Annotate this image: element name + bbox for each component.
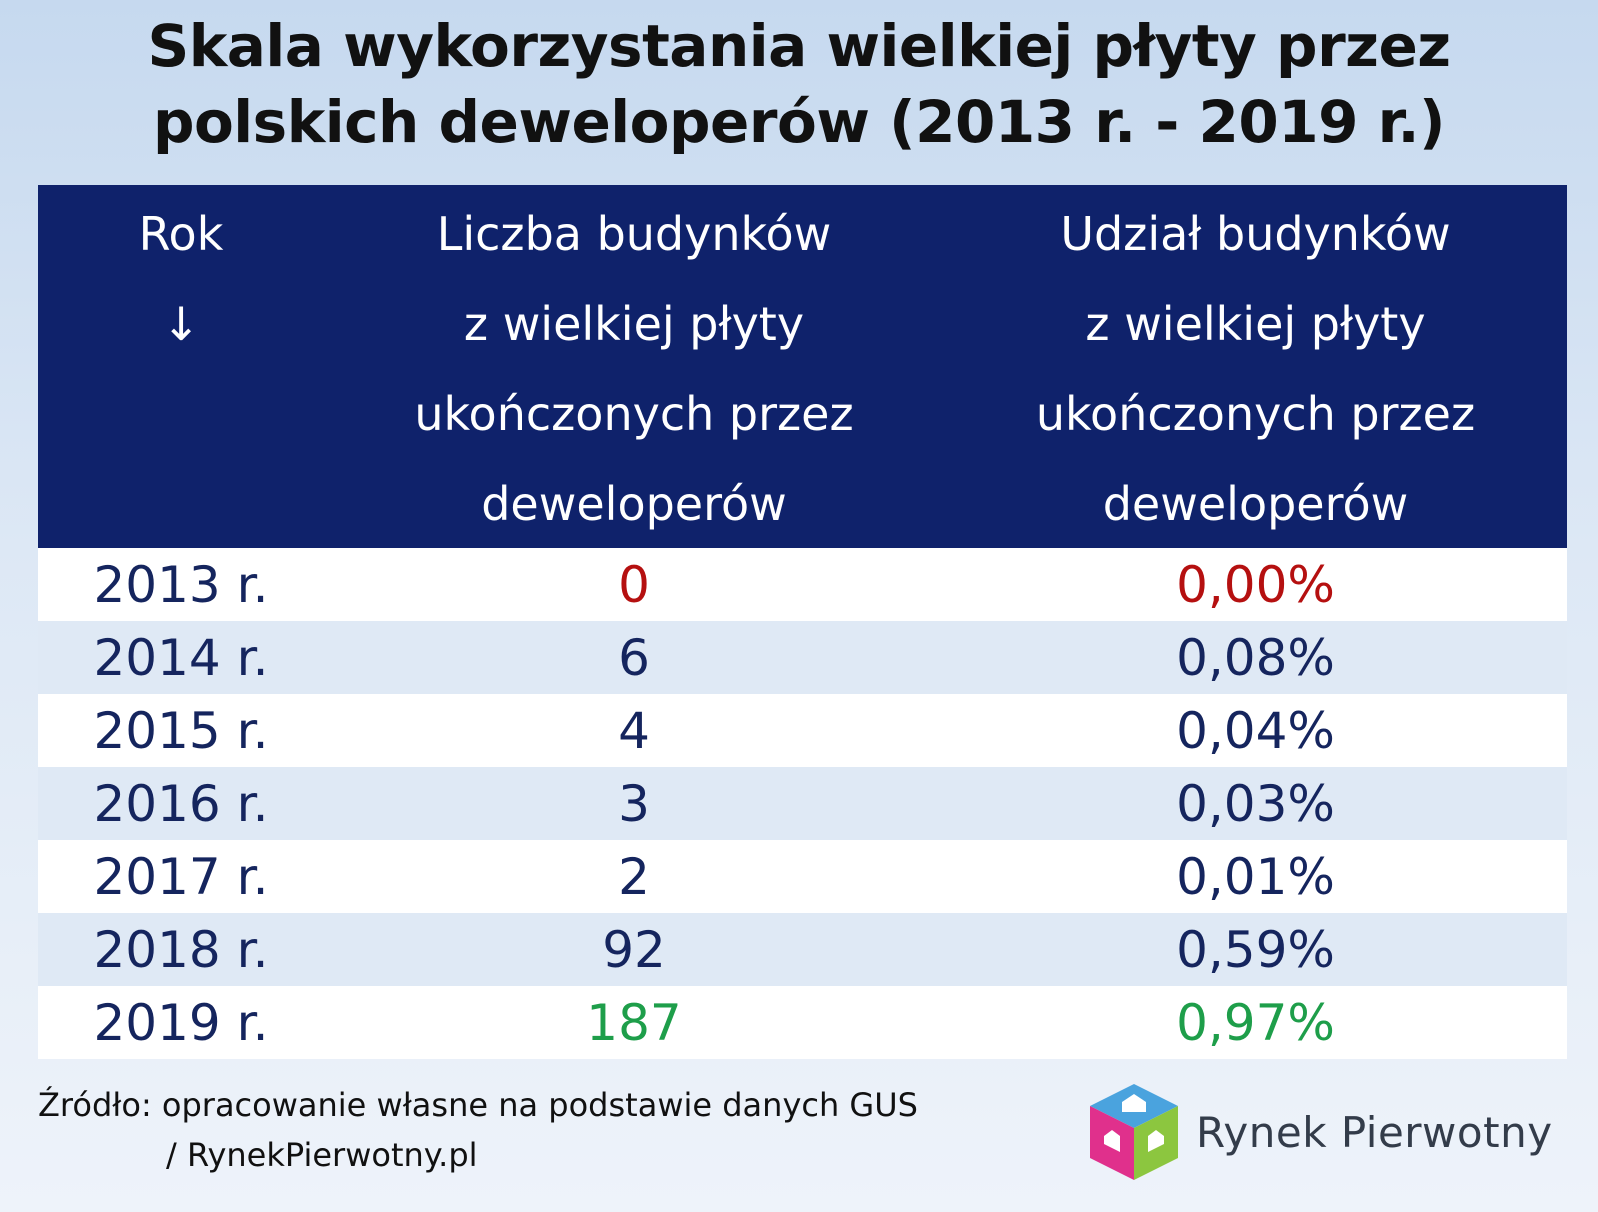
source-line-1: Źródło: opracowanie własne na podstawie … <box>38 1086 918 1124</box>
year-cell: 2017 r. <box>93 847 269 906</box>
count-cell: 92 <box>602 920 666 979</box>
share-cell: 0,59% <box>1176 920 1335 979</box>
count-cell: 4 <box>618 701 650 760</box>
house-cube-icon <box>1090 1084 1178 1180</box>
share-cell: 0,04% <box>1176 701 1335 760</box>
header-share-line-2: z wielkiej płyty <box>1085 297 1426 351</box>
count-cell: 2 <box>618 847 650 906</box>
share-cell: 0,08% <box>1176 628 1335 687</box>
header-share-line-3: ukończonych przez <box>1035 387 1476 441</box>
table-row: 2013 r. 0 0,00% <box>38 548 1567 621</box>
header-count-line-4: deweloperów <box>481 477 787 531</box>
header-count-line-2: z wielkiej płyty <box>463 297 805 351</box>
year-cell: 2014 r. <box>93 628 269 687</box>
year-cell: 2015 r. <box>93 701 269 760</box>
arrow-down-icon: ↓ <box>161 297 201 351</box>
count-cell: 0 <box>618 555 650 614</box>
header-year-label: Rok <box>138 207 224 261</box>
count-cell: 187 <box>586 993 682 1052</box>
header-count: Liczba budynków z wielkiej płyty ukończo… <box>324 185 944 548</box>
title-line-2: polskich deweloperów (2013 r. - 2019 r.) <box>152 88 1446 156</box>
share-cell: 0,03% <box>1176 774 1335 833</box>
header-share-line-1: Udział budynków <box>1060 207 1451 261</box>
year-cell: 2018 r. <box>93 920 269 979</box>
year-cell: 2019 r. <box>93 993 269 1052</box>
table-row: 2019 r. 187 0,97% <box>38 986 1567 1059</box>
brand-name: Rynek Pierwotny <box>1196 1107 1553 1157</box>
source-note: Źródło: opracowanie własne na podstawie … <box>38 1080 918 1180</box>
share-cell: 0,01% <box>1176 847 1335 906</box>
share-cell: 0,00% <box>1176 555 1335 614</box>
count-cell: 6 <box>618 628 650 687</box>
header-count-line-3: ukończonych przez <box>414 387 854 441</box>
table-row: 2015 r. 4 0,04% <box>38 694 1567 767</box>
table-header: Rok ↓ Liczba budynków z wielkiej płyty u… <box>38 185 1567 548</box>
header-count-line-1: Liczba budynków <box>436 207 832 261</box>
year-cell: 2013 r. <box>93 555 269 614</box>
table-row: 2018 r. 92 0,59% <box>38 913 1567 986</box>
count-cell: 3 <box>618 774 650 833</box>
year-cell: 2016 r. <box>93 774 269 833</box>
header-share-line-4: deweloperów <box>1102 477 1409 531</box>
table-row: 2017 r. 2 0,01% <box>38 840 1567 913</box>
data-table: Rok ↓ Liczba budynków z wielkiej płyty u… <box>38 185 1567 1059</box>
table-row: 2014 r. 6 0,08% <box>38 621 1567 694</box>
source-line-2: / RynekPierwotny.pl <box>166 1136 478 1174</box>
title-line-1: Skala wykorzystania wielkiej płyty przez <box>147 12 1451 80</box>
brand-logo: Rynek Pierwotny <box>1088 1082 1553 1182</box>
share-cell: 0,97% <box>1176 993 1335 1052</box>
table-row: 2016 r. 3 0,03% <box>38 767 1567 840</box>
header-year: Rok ↓ <box>38 185 324 548</box>
chart-title: Skala wykorzystania wielkiej płyty przez… <box>0 8 1598 160</box>
header-share: Udział budynków z wielkiej płyty ukończo… <box>944 185 1567 548</box>
